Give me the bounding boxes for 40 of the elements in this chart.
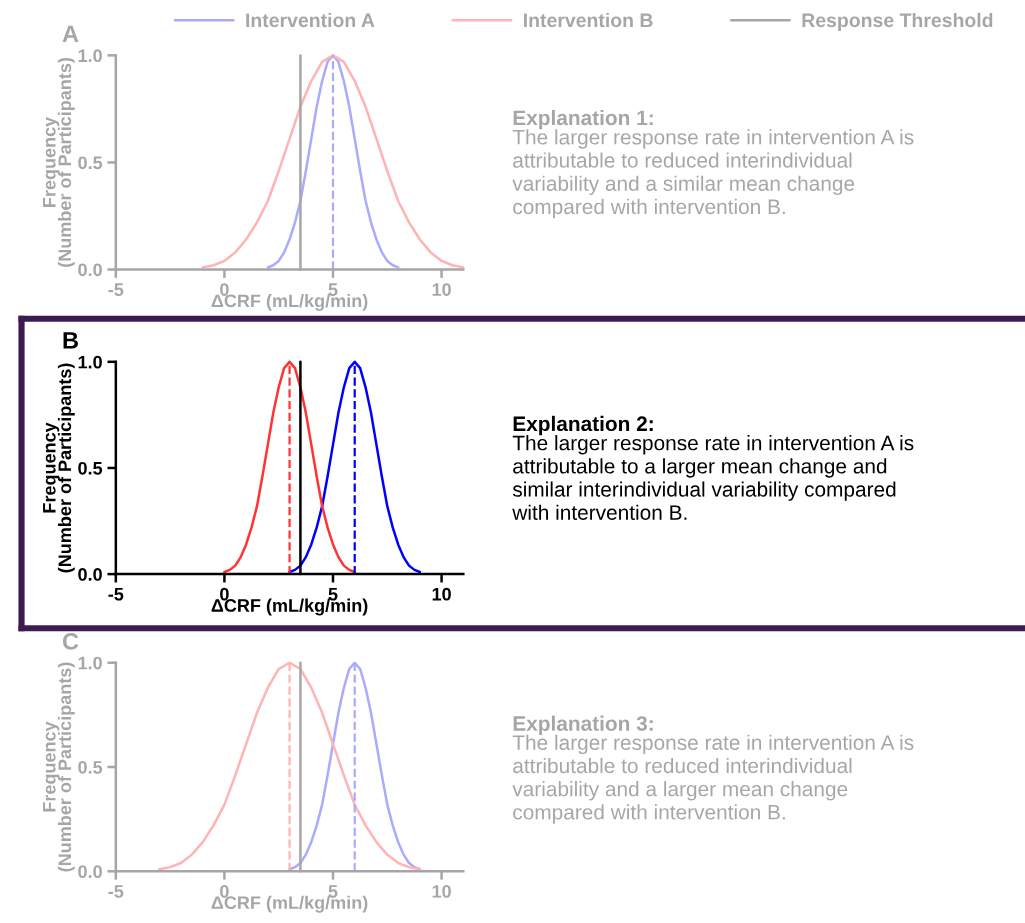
chart-title: C <box>62 632 79 650</box>
text: Explanation 2: <box>513 415 653 436</box>
y-tick-label: 0.0 <box>78 568 102 581</box>
x-tick-label: 10 <box>432 587 451 601</box>
x-tick-label: 5 <box>328 283 338 296</box>
y-axis-title: Frequency (Number of Participants) <box>43 58 75 267</box>
text: The larger response rate in intervention A is attributable to reduced interindividual variability and a larger mean change compared with intervention B. <box>512 734 914 824</box>
y-tick-label: 1.0 <box>78 656 102 670</box>
x-axis-title: ΔCRF (mL/kg/min) <box>211 293 368 311</box>
x-tick-label: 0 <box>220 884 229 898</box>
line-series <box>201 54 465 269</box>
x-tick-label: 0 <box>220 587 229 601</box>
line-series <box>158 661 422 871</box>
y-axis-title: Frequency (Number of Participants) <box>43 662 75 872</box>
x-tick-label: 0 <box>220 283 229 296</box>
chart-title: A <box>62 25 79 42</box>
line-series <box>288 360 422 574</box>
y-axis-title: Frequency (Number of Participants) <box>43 363 75 573</box>
legend-label: Intervention B <box>524 12 653 28</box>
chart-title: B <box>63 332 78 349</box>
legend-label: Response Threshold <box>802 12 993 32</box>
line-series <box>288 661 422 871</box>
y-tick-label: 0.5 <box>78 156 103 170</box>
text: Explanation 1: <box>513 109 653 130</box>
line-series <box>223 360 356 574</box>
y-tick-label: 0.5 <box>78 461 103 475</box>
y-tick-label: 1.0 <box>78 355 102 369</box>
y-tick-label: 0.0 <box>78 865 102 879</box>
x-tick-label: 10 <box>432 884 451 898</box>
y-tick-label: 1.0 <box>78 49 102 63</box>
x-tick-label: -5 <box>108 283 124 296</box>
x-tick-label: -5 <box>108 885 124 898</box>
text: The larger response rate in intervention A is attributable to a larger mean change and similar interindividual variability compared with intervention B. <box>512 435 914 520</box>
x-tick-label: -5 <box>108 587 124 601</box>
text: The larger response rate in intervention A is attributable to reduced interindividual variability and a similar mean change compared with intervention B. <box>512 129 914 219</box>
y-tick-label: 0.5 <box>78 760 103 774</box>
legend-label: Intervention A <box>246 12 375 28</box>
y-tick-label: 0.0 <box>78 263 102 277</box>
x-tick-label: 10 <box>432 283 451 296</box>
text: Explanation 3: <box>513 715 653 735</box>
